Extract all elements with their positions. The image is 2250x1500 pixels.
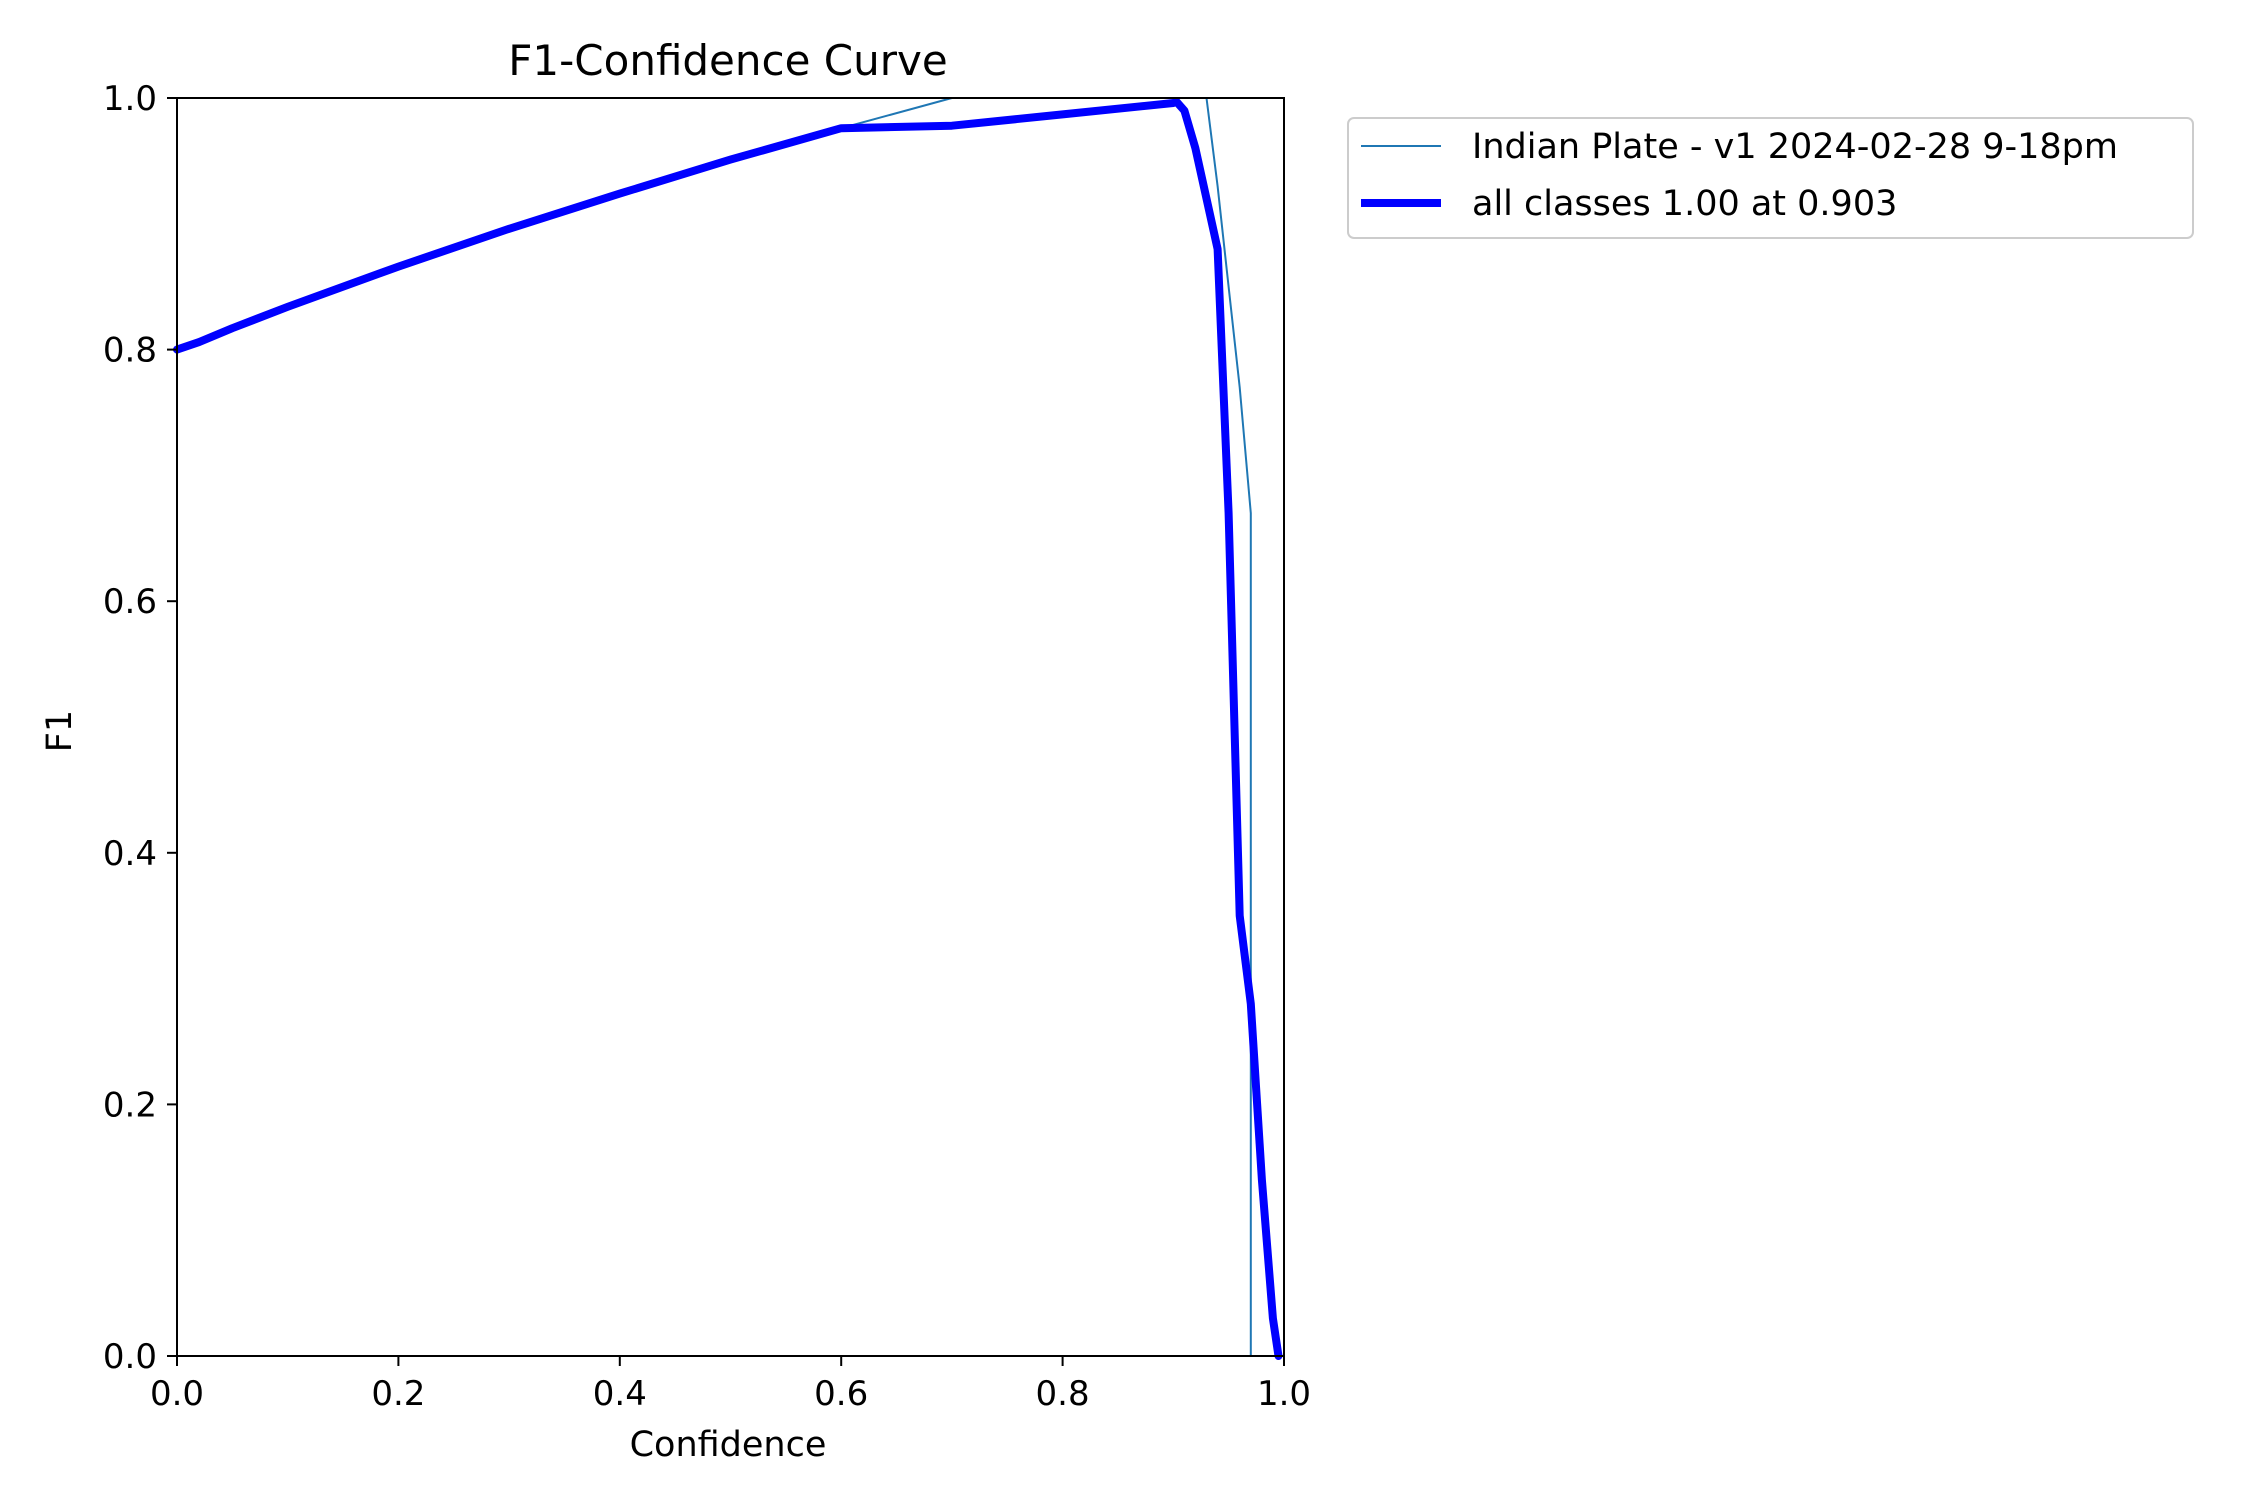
y-tick-label: 1.0 bbox=[103, 79, 157, 119]
legend-box bbox=[1347, 117, 2194, 239]
x-tick-label: 0.6 bbox=[814, 1374, 868, 1414]
x-tick-label: 0.2 bbox=[371, 1374, 425, 1414]
ticks-layer: 0.0 0.2 0.4 0.6 0.8 1.0 0.0 0.2 0.4 0.6 0.8 1.0 bbox=[103, 79, 1311, 1414]
legend-label-series-1: Indian Plate - v1 2024-02-28 9-18pm bbox=[1472, 127, 2118, 167]
y-tick-label: 0.0 bbox=[103, 1337, 157, 1377]
x-tick-label: 0.0 bbox=[150, 1374, 204, 1414]
legend: Indian Plate - v1 2024-02-28 9-18pm all … bbox=[1347, 117, 2194, 239]
series-line-2 bbox=[173, 97, 1283, 1360]
axes-frame bbox=[176, 97, 1285, 1357]
chart-title: F1-Confidence Curve bbox=[508, 36, 947, 85]
y-tick-label: 0.8 bbox=[103, 331, 157, 371]
x-axis-label: Confidence bbox=[630, 1425, 827, 1465]
y-tick-label: 0.2 bbox=[103, 1085, 157, 1125]
y-tick-label: 0.4 bbox=[103, 834, 157, 874]
y-tick-label: 0.6 bbox=[103, 582, 157, 622]
x-tick-label: 1.0 bbox=[1257, 1374, 1311, 1414]
y-axis-label: F1 bbox=[40, 710, 80, 752]
series-layer bbox=[173, 97, 1285, 1360]
x-tick-label: 0.4 bbox=[593, 1374, 647, 1414]
legend-label-series-2: all classes 1.00 at 0.903 bbox=[1472, 184, 1897, 224]
x-tick-label: 0.8 bbox=[1036, 1374, 1090, 1414]
